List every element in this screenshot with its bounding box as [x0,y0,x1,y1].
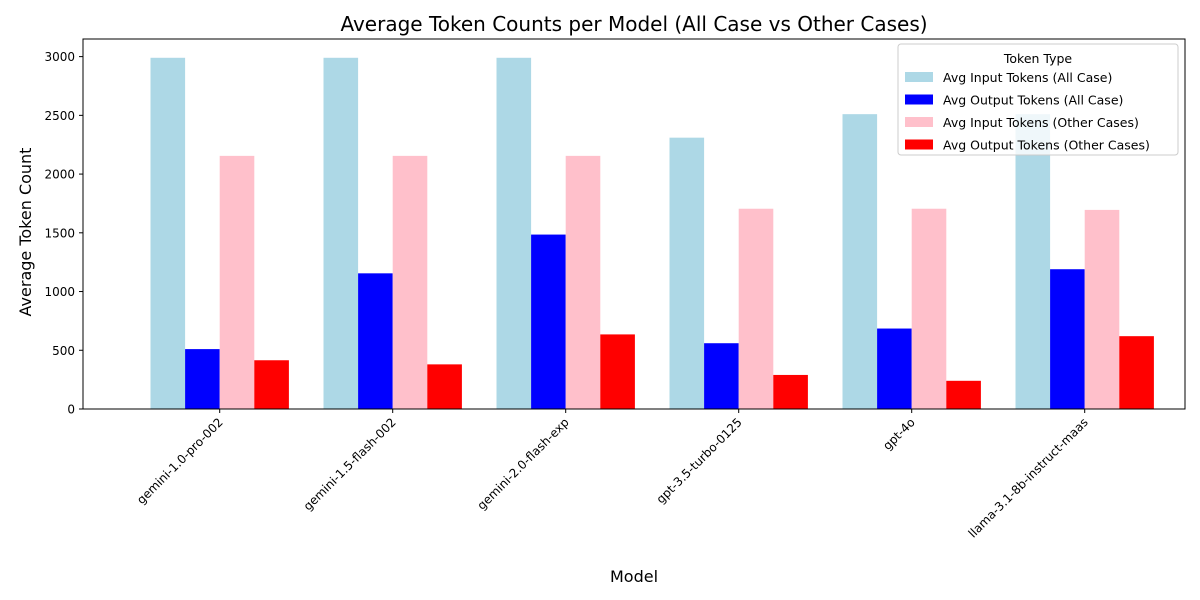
y-tick-label: 500 [52,344,75,358]
legend-label: Avg Input Tokens (All Case) [943,70,1112,85]
legend-title: Token Type [1003,51,1073,66]
x-tick-label: gemini-1.5-flash-002 [301,415,399,513]
y-tick-label: 0 [67,403,75,417]
plot-frame [82,38,1186,410]
bar [842,114,878,410]
x-tick-label: gemini-2.0-flash-exp [474,415,571,512]
legend-swatch [905,94,933,105]
bar [946,380,981,409]
x-tick-label: gemini-1.0-pro-002 [134,415,226,507]
bar [669,137,705,410]
y-tick-label: 2000 [44,168,75,182]
bar [392,155,428,409]
bar [738,208,774,409]
y-tick-label: 2500 [44,109,75,123]
bar [496,57,532,409]
bar [323,57,359,409]
bar [911,208,947,409]
bar [219,155,255,409]
legend-swatch [905,72,933,82]
x-tick-label: llama-3.1-8b-instruct-maas [966,415,1091,540]
y-tick-label: 1000 [44,285,75,299]
bar [254,360,289,409]
bar [185,349,220,409]
bar [704,343,739,409]
y-tick-label: 1500 [44,226,75,240]
bar [358,273,393,409]
x-axis-label: Model [610,567,658,586]
legend-label: Avg Output Tokens (All Case) [943,93,1123,108]
bar [427,364,462,409]
x-tick-label: gpt-4o [880,415,918,453]
bars-layer [150,57,1154,410]
legend-label: Avg Input Tokens (Other Cases) [943,115,1139,130]
bar [1015,114,1051,410]
chart-title: Average Token Counts per Model (All Case… [340,12,927,36]
bar [600,334,635,409]
legend-swatch [905,139,933,150]
bar [565,155,601,409]
bar [1050,269,1085,409]
x-tick-label: gpt-3.5-turbo-0125 [654,415,745,506]
bar [773,374,808,409]
y-axis-label: Average Token Count [16,148,35,317]
bar [531,234,566,409]
bar [877,328,912,409]
legend-frame [897,43,1179,156]
bar [1119,336,1154,409]
legend: Token Type Avg Input Tokens (All Case) Av… [897,43,1179,156]
legend-label: Avg Output Tokens (Other Cases) [943,138,1150,153]
bar [150,57,186,409]
y-tick-label: 3000 [44,50,75,64]
legend-swatch [905,117,933,127]
bar [1084,209,1120,409]
